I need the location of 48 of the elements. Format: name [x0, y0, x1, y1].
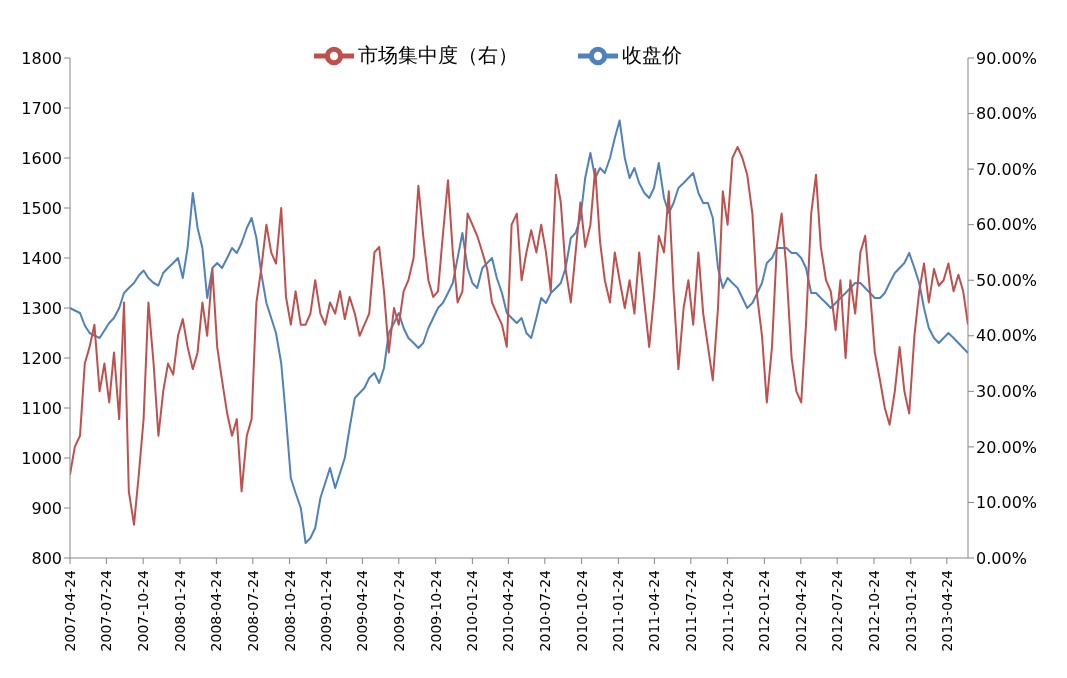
x-tick-label: 2010-07-24 [536, 569, 553, 652]
y-tick-label: 1000 [21, 448, 62, 468]
y-tick-label: 1200 [21, 348, 62, 368]
x-tick-label: 2013-01-24 [902, 569, 919, 652]
x-tick-label: 2012-07-24 [829, 569, 846, 652]
legend-label: 市场集中度（右） [358, 42, 518, 67]
y-tick-label: 1500 [21, 198, 62, 218]
y-tick-label: 1300 [21, 298, 62, 318]
y2-tick-label: 70.00% [976, 159, 1038, 179]
x-tick-label: 2011-04-24 [646, 569, 663, 652]
x-tick-label: 2011-01-24 [610, 569, 627, 652]
x-tick-label: 2008-10-24 [281, 569, 298, 652]
y-tick-label: 1600 [21, 148, 62, 168]
legend-label: 收盘价 [622, 42, 682, 67]
y2-tick-label: 20.00% [976, 437, 1038, 457]
y2-tick-label: 80.00% [976, 104, 1038, 124]
x-tick-label: 2009-04-24 [354, 569, 371, 652]
y2-tick-label: 0.00% [976, 548, 1027, 568]
x-tick-label: 2012-10-24 [866, 569, 882, 652]
x-tick-label: 2012-04-24 [792, 569, 809, 652]
x-tick-label: 2009-10-24 [427, 569, 444, 652]
y2-tick-label: 60.00% [976, 215, 1038, 235]
x-tick-label: 2007-07-24 [98, 569, 115, 652]
x-tick-label: 2010-10-24 [573, 569, 590, 652]
x-tick-label: 2010-04-24 [500, 569, 517, 652]
y2-tick-label: 40.00% [976, 326, 1038, 346]
x-tick-label: 2011-07-24 [682, 569, 699, 652]
y2-tick-label: 10.00% [976, 493, 1038, 513]
y-tick-label: 800 [31, 548, 62, 568]
x-tick-label: 2011-10-24 [719, 569, 736, 652]
y-tick-label: 1800 [21, 48, 62, 68]
y2-tick-label: 50.00% [976, 270, 1038, 290]
y2-tick-label: 90.00% [976, 48, 1038, 68]
x-tick-label: 2008-07-24 [244, 569, 261, 652]
x-tick-label: 2013-04-24 [938, 569, 955, 652]
y-tick-label: 1400 [21, 248, 62, 268]
x-tick-label: 2010-01-24 [464, 569, 481, 652]
x-tick-label: 2007-10-24 [135, 569, 152, 652]
x-tick-label: 2008-01-24 [172, 569, 188, 652]
y-tick-label: 1700 [21, 98, 62, 118]
x-tick-label: 2007-04-24 [62, 569, 78, 652]
x-tick-label: 2012-01-24 [756, 569, 773, 652]
x-tick-label: 2009-07-24 [390, 569, 407, 652]
y2-tick-label: 30.00% [976, 382, 1038, 402]
y-tick-label: 1100 [21, 398, 62, 418]
y-tick-label: 900 [31, 498, 62, 518]
x-tick-label: 2009-01-24 [318, 569, 335, 652]
x-tick-label: 2008-04-24 [208, 569, 225, 652]
